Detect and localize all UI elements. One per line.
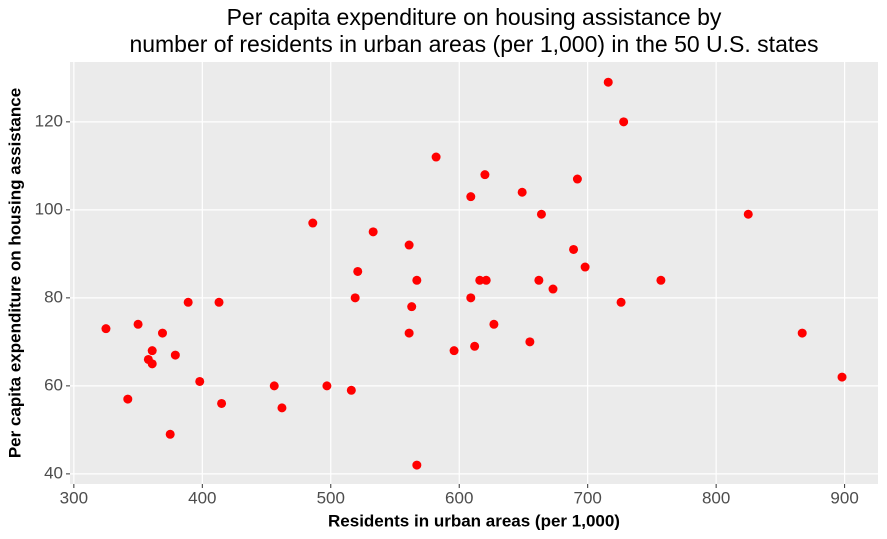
point <box>412 460 422 470</box>
x-tick-label: 900 <box>830 488 858 507</box>
point <box>195 376 205 386</box>
point <box>470 341 480 351</box>
point <box>656 275 666 285</box>
y-tick-label: 100 <box>35 199 63 218</box>
point <box>214 297 224 307</box>
point <box>466 293 476 303</box>
chart-title: number of residents in urban areas (per … <box>129 31 818 57</box>
x-tick-label: 700 <box>573 488 601 507</box>
point <box>619 117 629 127</box>
point <box>404 240 414 250</box>
point <box>350 293 360 303</box>
point <box>475 275 485 285</box>
point <box>157 328 167 338</box>
point <box>308 218 318 228</box>
point <box>569 244 579 254</box>
point <box>616 297 626 307</box>
chart-title: Per capita expenditure on housing assist… <box>227 4 722 30</box>
point <box>322 381 332 391</box>
point <box>525 337 535 347</box>
y-tick-label: 40 <box>44 463 63 482</box>
point <box>837 372 847 382</box>
point <box>269 381 279 391</box>
point <box>534 275 544 285</box>
y-axis-title: Per capita expenditure on housing assist… <box>5 88 24 458</box>
point <box>603 77 613 87</box>
x-tick-label: 400 <box>188 488 216 507</box>
point <box>407 302 417 312</box>
point <box>480 170 490 180</box>
point <box>449 346 459 356</box>
point <box>536 209 546 219</box>
y-tick-label: 60 <box>44 375 63 394</box>
point <box>101 324 111 334</box>
point <box>147 346 157 356</box>
plot-panel <box>70 62 878 484</box>
y-tick-label: 80 <box>44 287 63 306</box>
point <box>368 227 378 237</box>
point <box>133 319 143 329</box>
y-tick-label: 120 <box>35 111 63 130</box>
point <box>466 192 476 202</box>
point <box>481 275 491 285</box>
point <box>548 284 558 294</box>
point <box>147 359 157 369</box>
point <box>183 297 193 307</box>
point <box>431 152 441 162</box>
point <box>404 328 414 338</box>
x-tick-label: 800 <box>702 488 730 507</box>
point <box>353 266 363 276</box>
x-tick-label: 300 <box>60 488 88 507</box>
point <box>165 429 175 439</box>
x-axis-title: Residents in urban areas (per 1,000) <box>328 511 620 530</box>
point <box>346 385 356 395</box>
point <box>572 174 582 184</box>
point <box>489 319 499 329</box>
point <box>277 403 287 413</box>
point <box>580 262 590 272</box>
point <box>217 398 227 408</box>
point <box>412 275 422 285</box>
point <box>170 350 180 360</box>
x-tick-label: 500 <box>317 488 345 507</box>
point <box>743 209 753 219</box>
x-tick-label: 600 <box>445 488 473 507</box>
point <box>797 328 807 338</box>
point <box>123 394 133 404</box>
point <box>517 187 527 197</box>
